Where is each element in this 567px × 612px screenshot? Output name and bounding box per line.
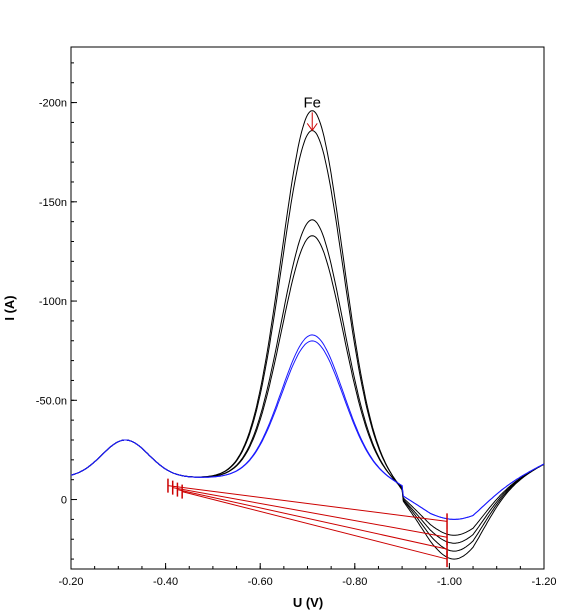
y-tick-label: -200n [39, 98, 67, 110]
x-axis-title: U (V) [293, 595, 323, 610]
baseline-line [177, 489, 448, 550]
y-axis-ticks: 0 -50.0n -100n -150n -200n [36, 98, 77, 507]
x-tick-label: -0.60 [248, 576, 273, 588]
x-tick-label: -1.20 [531, 576, 556, 588]
plot-area [70, 46, 545, 570]
series-line [70, 340, 545, 520]
x-axis-ticks: -0.20 -0.40 -0.60 -0.80 -1.00 -1.20 [58, 563, 557, 588]
baseline-line [172, 487, 448, 538]
peak-annotation: Fe [303, 94, 321, 132]
x-tick-label: -0.40 [153, 576, 178, 588]
y-tick-label: -50.0n [36, 395, 67, 407]
annotation-arrow-head [306, 123, 318, 132]
y-tick-label: -150n [39, 197, 67, 209]
y-tick-label: -100n [39, 296, 67, 308]
series-group [70, 110, 545, 560]
y-axis-title: I (A) [2, 295, 17, 320]
baseline-group [167, 478, 448, 568]
peak-label: Fe [303, 94, 321, 111]
baseline-line [167, 485, 448, 522]
baseline-line [182, 491, 448, 560]
x-tick-label: -0.80 [342, 576, 367, 588]
y-tick-label: 0 [61, 495, 67, 507]
x-tick-label: -1.00 [437, 576, 462, 588]
x-tick-label: -0.20 [58, 576, 83, 588]
